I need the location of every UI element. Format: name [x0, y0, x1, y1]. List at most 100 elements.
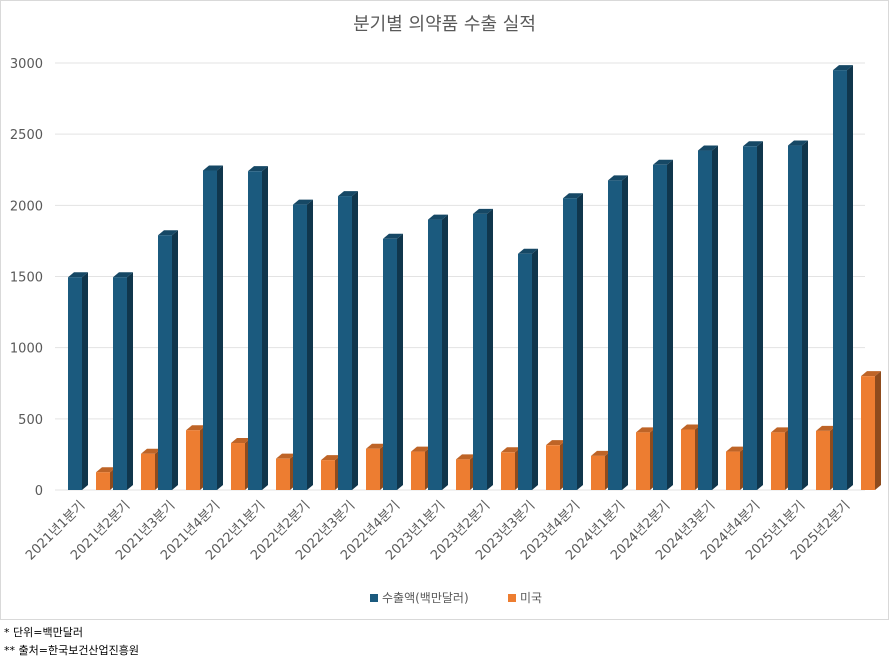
- export-bar-side: [172, 230, 178, 490]
- usa-bar: [726, 451, 740, 490]
- usa-bar: [771, 432, 785, 490]
- usa-bar: [96, 472, 110, 490]
- usa-bar: [501, 452, 515, 490]
- usa-bar: [861, 376, 875, 490]
- export-bar: [113, 277, 127, 490]
- usa-bar-top: [366, 443, 386, 449]
- usa-bar-top: [771, 427, 791, 433]
- export-bar-side: [397, 233, 403, 490]
- export-bar: [158, 235, 172, 490]
- usa-bar-top: [456, 454, 476, 460]
- usa-bar-top: [321, 455, 341, 461]
- export-bar-top: [113, 272, 133, 278]
- export-bar-side: [847, 65, 853, 490]
- export-bar: [428, 219, 442, 491]
- export-bar: [338, 196, 352, 490]
- export-bar-side: [217, 165, 223, 490]
- usa-bar: [276, 458, 290, 490]
- export-bar-side: [757, 141, 763, 490]
- export-bar-side: [262, 166, 268, 490]
- usa-bar-top: [96, 467, 116, 473]
- y-tick-label: 2500: [10, 128, 43, 143]
- export-bar-top: [788, 140, 808, 146]
- export-bar-top: [518, 248, 538, 254]
- export-bar-side: [802, 140, 808, 490]
- y-tick-label: 1000: [10, 342, 43, 357]
- y-tick-label: 500: [18, 413, 43, 428]
- export-bar: [653, 164, 667, 491]
- usa-bar-top: [231, 438, 251, 444]
- export-bar: [383, 238, 397, 490]
- export-bar-top: [698, 145, 718, 151]
- export-bar: [743, 146, 757, 490]
- legend-label: 미국: [520, 591, 542, 605]
- usa-bar: [186, 430, 200, 490]
- export-bar: [518, 253, 532, 490]
- export-bar-top: [338, 191, 358, 197]
- bar-chart: 0500100015002000250030002021년1분기2021년2분기…: [10, 57, 881, 605]
- chart-title: 분기별 의약품 수출 실적: [353, 14, 536, 35]
- usa-bar-top: [276, 453, 296, 459]
- usa-bar: [141, 453, 155, 490]
- usa-bar-top: [501, 447, 521, 453]
- y-tick-label: 2000: [10, 199, 43, 214]
- export-bar-top: [68, 272, 88, 278]
- export-bar: [248, 171, 262, 490]
- export-bar-top: [653, 159, 673, 165]
- export-bar-side: [442, 214, 448, 491]
- legend-swatch: [508, 594, 516, 602]
- usa-bar: [411, 451, 425, 490]
- export-bar-side: [577, 193, 583, 490]
- usa-bar: [456, 459, 470, 490]
- export-bar-side: [622, 175, 628, 491]
- usa-bar-top: [636, 427, 656, 433]
- export-bar: [833, 70, 847, 490]
- export-bar: [563, 198, 577, 490]
- legend-swatch: [370, 594, 378, 602]
- usa-bar-top: [861, 371, 881, 377]
- footnotes: * 단위=백만달러 ** 출처=한국보건산업진흥원: [4, 624, 139, 660]
- export-bar-top: [473, 208, 493, 214]
- legend-label: 수출액(백만달러): [382, 591, 469, 605]
- usa-bar: [591, 455, 605, 490]
- y-tick-label: 1500: [10, 271, 43, 286]
- export-bar-top: [158, 230, 178, 236]
- export-bar: [293, 204, 307, 490]
- usa-bar-top: [591, 450, 611, 456]
- usa-bar: [636, 432, 650, 490]
- export-bar: [698, 150, 712, 490]
- y-tick-label: 3000: [10, 57, 43, 72]
- export-bar-side: [307, 199, 313, 490]
- y-tick-label: 0: [35, 484, 43, 499]
- usa-bar-top: [816, 425, 836, 431]
- export-bar: [788, 145, 802, 490]
- usa-bar: [816, 430, 830, 490]
- usa-bar-top: [186, 425, 206, 431]
- usa-bar: [681, 429, 695, 490]
- usa-bar-top: [726, 446, 746, 452]
- usa-bar-top: [546, 440, 566, 446]
- export-bar-side: [82, 272, 88, 490]
- export-bar: [608, 180, 622, 491]
- export-bar-top: [743, 141, 763, 147]
- source-note: ** 출처=한국보건산업진흥원: [4, 644, 140, 657]
- usa-bar-top: [141, 448, 161, 454]
- usa-bar: [231, 443, 245, 490]
- export-bar-top: [428, 214, 448, 220]
- export-bar-side: [712, 145, 718, 490]
- export-bar: [68, 277, 82, 490]
- export-bar-top: [248, 166, 268, 172]
- usa-bar-top: [681, 424, 701, 430]
- export-bar-top: [563, 193, 583, 199]
- export-bar-side: [487, 208, 493, 490]
- export-bar: [203, 170, 217, 490]
- usa-bar-top: [411, 446, 431, 452]
- export-bar-side: [352, 191, 358, 490]
- export-bar-top: [203, 165, 223, 171]
- usa-bar: [366, 448, 380, 490]
- export-bar-top: [833, 65, 853, 71]
- export-bar-top: [608, 175, 628, 181]
- export-bar-top: [383, 233, 403, 239]
- export-bar-side: [127, 272, 133, 490]
- usa-bar: [321, 460, 335, 490]
